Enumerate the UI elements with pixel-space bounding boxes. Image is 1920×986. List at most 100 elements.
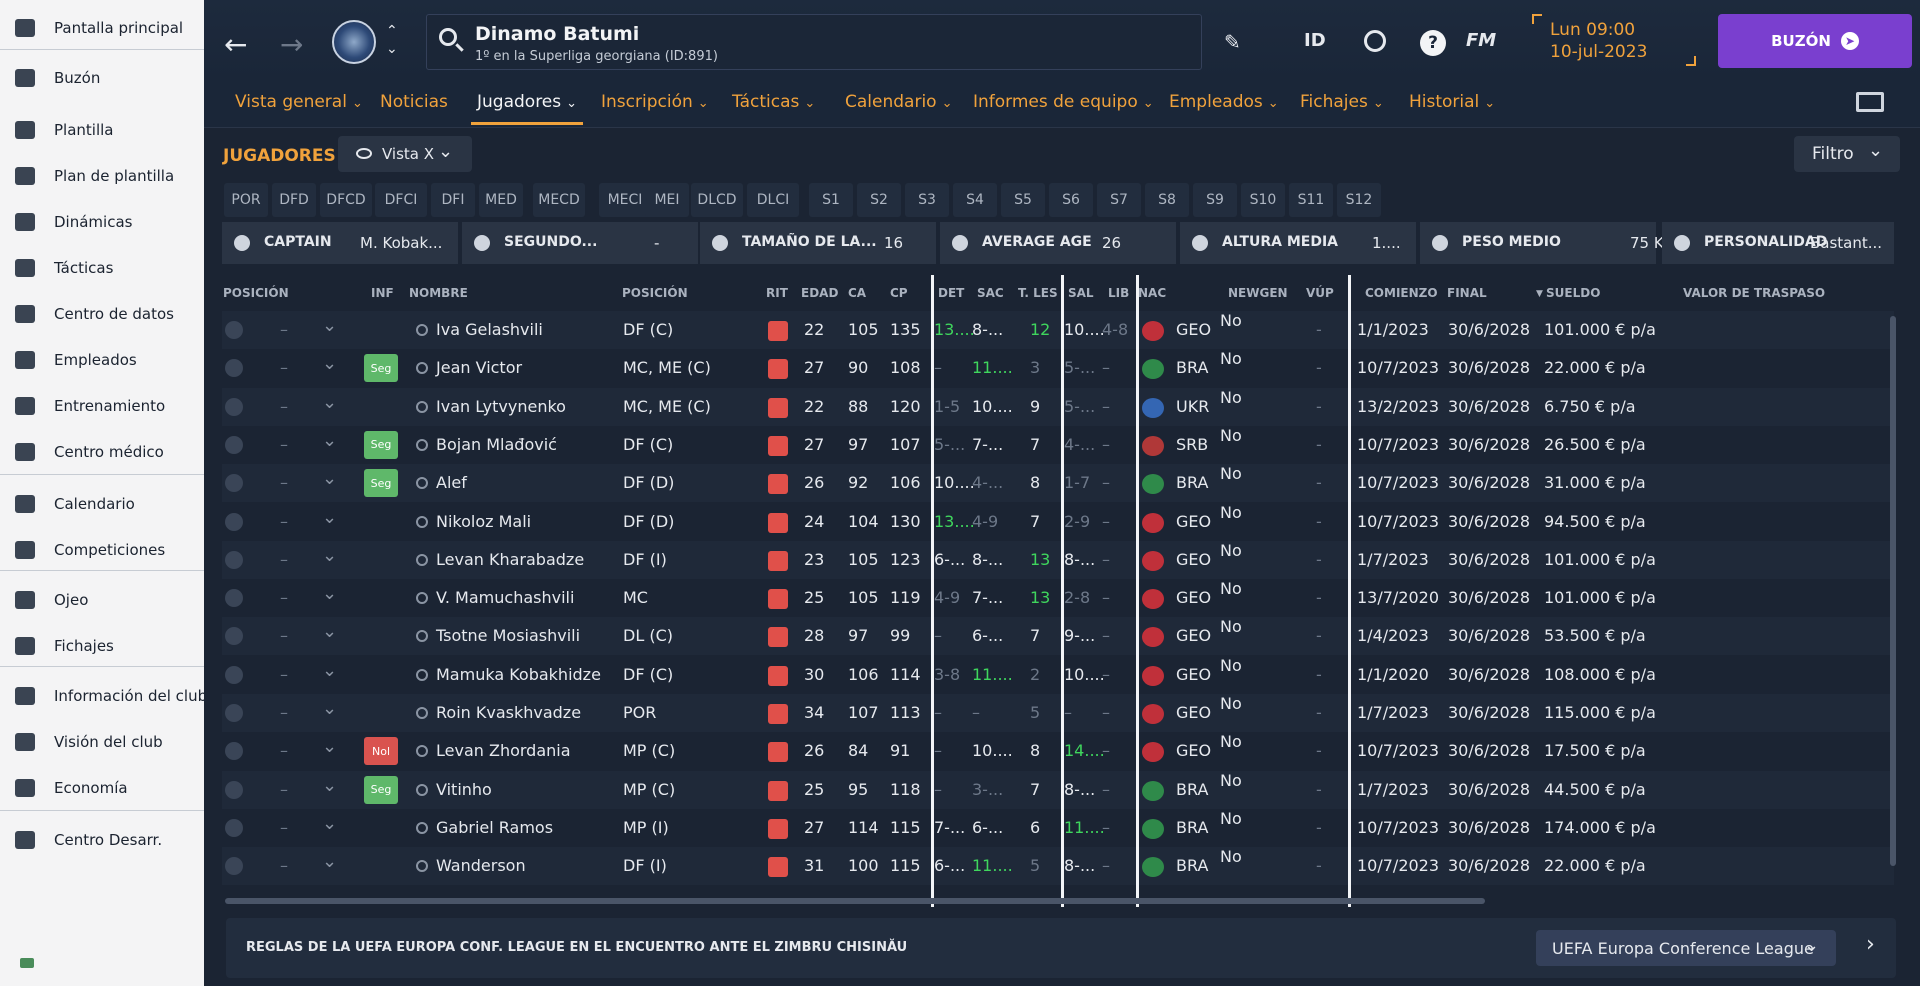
chevron-down-icon[interactable]: ⌄ [322,812,338,834]
chip-s12[interactable]: S12 [1337,183,1381,217]
chevron-down-icon[interactable]: ⌄ [322,583,338,605]
col-header[interactable]: CP [890,286,908,300]
chevron-down-icon[interactable]: ⌄ [322,468,338,490]
chevron-down-icon[interactable]: ⌄ [322,353,338,375]
sidebar-item-entrenamiento[interactable]: Entrenamiento [0,384,204,428]
chip-mei[interactable]: MEI [645,183,689,217]
footer-rules-bar[interactable]: REGLAS DE LA UEFA EUROPA CONF. LEAGUE EN… [226,918,1896,978]
tab-calendario[interactable]: Calendario ⌄ [845,92,952,112]
inbox-continue-button[interactable]: BUZÓN ➤ [1718,14,1912,68]
club-switch-icon[interactable]: ⌃ ⌄ [386,23,398,57]
chevron-down-icon[interactable]: ⌄ [322,315,338,336]
chip-s7[interactable]: S7 [1097,183,1141,217]
sidebar-item-plantilla[interactable]: Plantilla [0,108,204,152]
select-checkbox[interactable] [225,321,243,339]
chevron-down-icon[interactable]: ⌄ [322,659,338,681]
table-row[interactable]: – ⌄ Levan Kharabadze DF (I) 23 105 123 6-... 8-.… [222,540,1894,579]
chip-s5[interactable]: S5 [1001,183,1045,217]
sidebar-item-din-micas[interactable]: Dinámicas [0,200,204,244]
col-header[interactable]: RIT [766,286,788,300]
horizontal-scrollbar[interactable] [225,898,1485,904]
tab-noticias[interactable]: Noticias [380,92,448,112]
chip-s11[interactable]: S11 [1289,183,1333,217]
sidebar-item-informaci-n-del-club[interactable]: Información del club [0,674,207,718]
col-header[interactable]: FINAL [1447,286,1487,300]
competition-selector[interactable]: UEFA Europa Conference League ⌄ [1536,930,1836,966]
id-button[interactable]: ID [1304,30,1326,51]
table-row[interactable]: – ⌄ Nikoloz Mali DF (D) 24 104 130 13.... 4-9 7 2-… [222,503,1894,541]
chip-dfcd[interactable]: DFCD [320,183,372,217]
chip-dlcd[interactable]: DLCD [691,183,743,217]
table-row[interactable]: – ⌄ Seg Bojan Mlađović DF (C) 27 97 107 5-... 7-.… [222,426,1894,464]
chip-s3[interactable]: S3 [905,183,949,217]
edit-pencil-icon[interactable]: ✎ [1224,30,1241,54]
stat-peso-medio[interactable]: PESO MEDIO 75 KG [1420,222,1675,264]
select-checkbox[interactable] [225,704,243,722]
col-header[interactable]: DET [938,286,965,300]
back-arrow-icon[interactable]: ← [224,28,248,61]
table-row[interactable]: – ⌄ Seg Jean Victor MC, ME (C) 27 90 108–11....… [222,349,1894,387]
view-selector[interactable]: Vista X ⌄ [338,136,472,172]
col-header[interactable]: SAL [1068,286,1094,300]
club-crest-icon[interactable] [332,20,376,64]
col-header[interactable]: LIB [1108,286,1130,300]
stat-personalidad[interactable]: PERSONALIDAD Bastant... [1662,222,1894,264]
chevron-right-icon[interactable]: › [1866,932,1875,957]
select-checkbox[interactable] [225,512,243,531]
chip-dlci[interactable]: DLCI [747,183,799,217]
col-header[interactable]: POSICIÓN [622,286,688,300]
col-header[interactable]: CA [848,286,867,300]
table-row[interactable]: – ⌄ Gabriel Ramos MP (I) 27 114 115 7-... 6-... 6… [222,809,1894,847]
chevron-down-icon[interactable]: ⌄ [322,391,338,413]
sidebar-item-econom-a[interactable]: Economía [0,766,204,810]
sidebar-item-fichajes[interactable]: Fichajes [0,624,204,668]
select-checkbox[interactable] [225,359,243,378]
stat-segundo-[interactable]: SEGUNDO... - [462,222,698,264]
table-row[interactable]: – ⌄ Iva Gelashvili DF (C) 22 105 135 13.... 8-..… [222,311,1894,349]
sidebar-item-competiciones[interactable]: Competiciones [0,528,204,572]
table-row[interactable]: – ⌄ Mamuka Kobakhidze DF (C) 30 106 114 3-8 11..… [222,656,1894,694]
select-checkbox[interactable] [225,665,243,684]
sidebar-item-centro-de-datos[interactable]: Centro de datos [0,292,204,336]
chip-s1[interactable]: S1 [809,183,853,217]
select-checkbox[interactable] [225,742,243,761]
table-row[interactable]: – ⌄ Tsotne Mosiashvili DL (C) 28 97 99 – 6-... 7 9… [222,617,1894,656]
chip-por[interactable]: POR [224,183,268,217]
chevron-down-icon[interactable]: ⌄ [322,698,338,719]
select-checkbox[interactable] [225,780,243,799]
col-header[interactable]: NEWGEN [1228,286,1288,300]
col-header[interactable]: T. LES [1018,286,1058,300]
sort-desc-icon[interactable]: ▼ [1536,289,1543,299]
table-row[interactable]: – ⌄ V. Mamuchashvili MC 25 105 119 4-9 7-... 13 2-… [222,579,1894,617]
tab-informes-de-equipo[interactable]: Informes de equipo ⌄ [973,92,1154,112]
select-checkbox[interactable] [225,550,243,569]
sidebar-bottom-icon[interactable] [20,958,34,968]
chevron-down-icon[interactable]: ⌄ [322,774,338,796]
chip-meci[interactable]: MECI [599,183,651,217]
select-checkbox[interactable] [225,474,243,493]
table-row[interactable]: – ⌄ Nol Levan Zhordania MP (C) 26 84 91 – 10.... 8… [222,732,1894,770]
sidebar-item-visi-n-del-club[interactable]: Visión del club [0,720,204,764]
tab-t-cticas[interactable]: Tácticas ⌄ [732,92,815,112]
monitor-icon[interactable] [1856,92,1884,112]
chevron-down-icon[interactable]: ⌄ [322,544,338,566]
world-icon[interactable] [1364,30,1386,52]
tab-historial[interactable]: Historial ⌄ [1409,92,1495,112]
col-header[interactable]: INF [371,286,394,300]
tab-fichajes[interactable]: Fichajes ⌄ [1300,92,1384,112]
sidebar-item-buz-n[interactable]: Buzón [0,56,204,100]
select-checkbox[interactable] [225,857,243,876]
vertical-scrollbar[interactable] [1890,316,1896,866]
sidebar-item-centro-desarr-[interactable]: Centro Desarr. [0,818,204,862]
select-checkbox[interactable] [225,397,243,416]
help-icon[interactable]: ? [1420,30,1446,56]
chip-mecd[interactable]: MECD [533,183,585,217]
sidebar-item-ojeo[interactable]: Ojeo [0,578,204,622]
sidebar-item-empleados[interactable]: Empleados [0,338,204,382]
chip-s2[interactable]: S2 [857,183,901,217]
stat-captain[interactable]: CAPTAIN M. Kobak... [222,222,458,264]
col-header[interactable]: SUELDO [1546,286,1601,300]
col-header[interactable]: NOMBRE [409,286,468,300]
tab-vista-general[interactable]: Vista general ⌄ [235,92,363,112]
select-checkbox[interactable] [225,818,243,837]
